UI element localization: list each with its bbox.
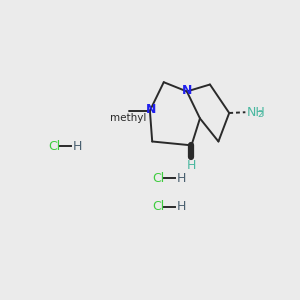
Text: Cl: Cl	[48, 140, 61, 153]
Text: methyl: methyl	[110, 112, 146, 123]
Text: H: H	[187, 159, 196, 172]
Text: H: H	[177, 200, 186, 213]
Text: N: N	[182, 84, 192, 97]
Text: Cl: Cl	[152, 200, 164, 213]
Text: N: N	[146, 103, 156, 116]
Text: 2: 2	[257, 110, 262, 119]
Text: NH: NH	[247, 106, 266, 119]
Text: H: H	[73, 140, 82, 153]
Text: Cl: Cl	[152, 172, 164, 185]
Text: H: H	[177, 172, 186, 185]
